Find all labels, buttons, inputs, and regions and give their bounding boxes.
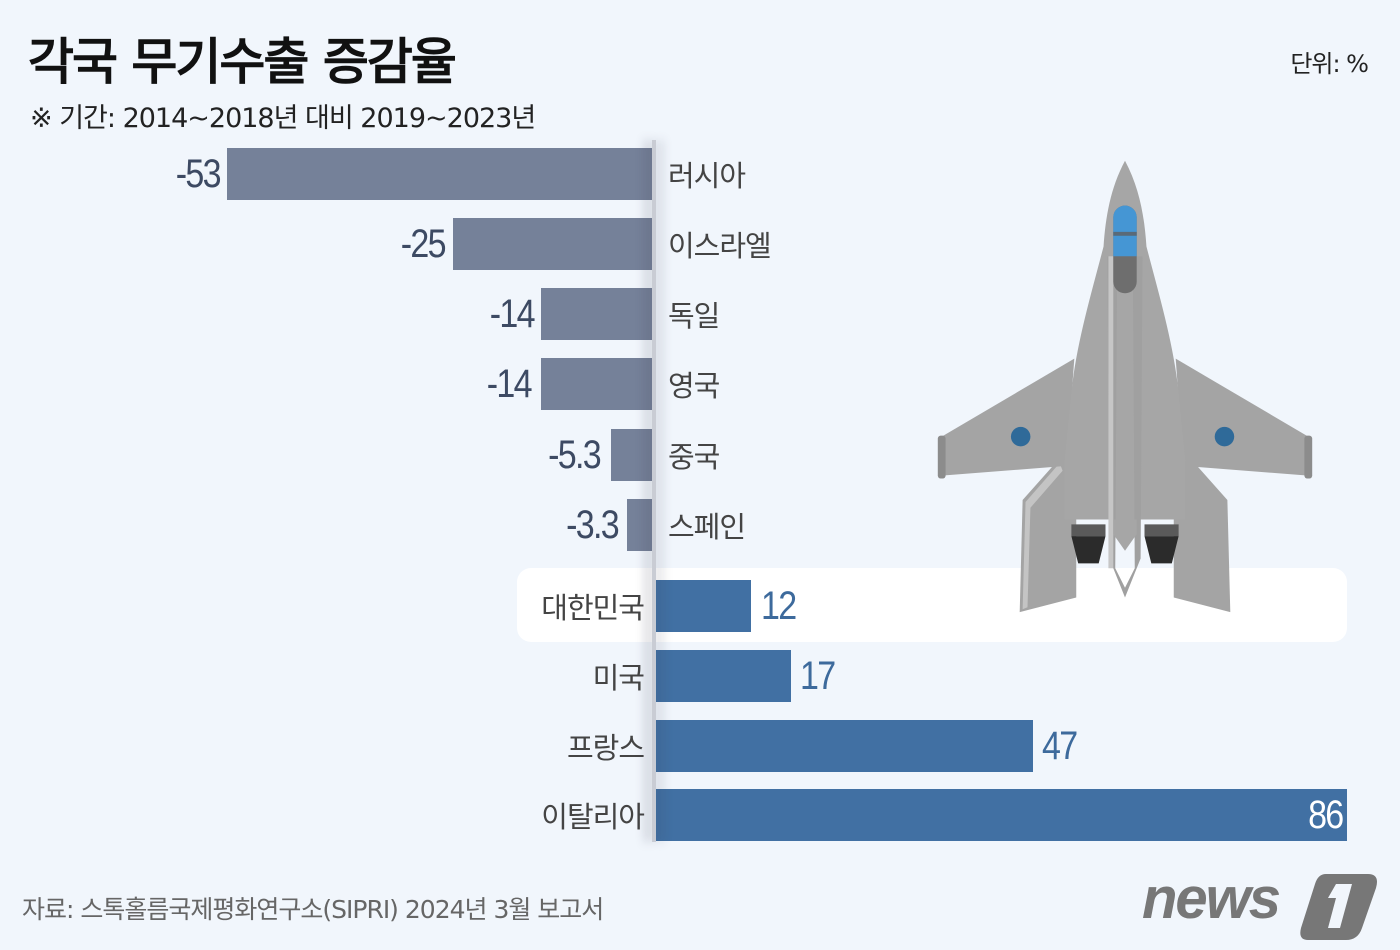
bar-chart: -53 러시아 -25 이스라엘 -14 독일 -14 영국 -5.3 중국 -… <box>0 140 1400 842</box>
zero-axis-line <box>652 140 656 842</box>
bar-row: -53 러시아 <box>0 148 1400 200</box>
bar-row: -25 이스라엘 <box>0 218 1400 270</box>
fighter-jet-icon <box>937 160 1313 613</box>
value-label: -3.3 <box>566 503 619 547</box>
bar-negative <box>627 499 654 551</box>
bar-row: 86 이탈리아 <box>0 789 1400 841</box>
news1-logo-icon: news <box>1142 866 1377 940</box>
unit-label: 단위: % <box>1290 50 1369 78</box>
bar-negative <box>611 429 654 481</box>
country-label: 영국 <box>668 369 720 403</box>
value-label: -14 <box>489 292 536 336</box>
bar-negative <box>541 288 654 340</box>
value-label: 47 <box>1042 724 1078 768</box>
svg-text:news: news <box>1142 866 1280 931</box>
bar-row: 47 프랑스 <box>0 720 1400 772</box>
chart-title: 각국 무기수출 증감율 <box>28 33 457 91</box>
country-label: 프랑스 <box>566 731 645 765</box>
country-label: 이탈리아 <box>541 800 645 834</box>
bar-negative <box>541 358 654 410</box>
bar-row: -14 영국 <box>0 358 1400 410</box>
bar-row-highlighted: 12 대한민국 <box>0 580 1400 632</box>
bar-positive <box>654 650 791 702</box>
country-label: 스페인 <box>668 510 746 544</box>
value-label: -5.3 <box>548 433 601 477</box>
bar-positive <box>654 720 1033 772</box>
value-label: 12 <box>761 584 797 628</box>
source-note: 자료: 스톡홀름국제평화연구소(SIPRI) 2024년 3월 보고서 <box>22 895 604 924</box>
chart-subtitle: ※ 기간: 2014~2018년 대비 2019~2023년 <box>30 103 536 134</box>
country-label: 독일 <box>668 299 720 333</box>
value-label: 86 <box>1307 793 1344 837</box>
country-label: 대한민국 <box>541 591 645 625</box>
value-label: -53 <box>175 152 222 196</box>
value-label: 17 <box>800 654 836 698</box>
value-label: -14 <box>486 362 533 406</box>
value-label: -25 <box>400 222 447 266</box>
bar-row: 17 미국 <box>0 650 1400 702</box>
bar-negative <box>453 218 654 270</box>
bar-negative <box>227 148 654 200</box>
country-label: 이스라엘 <box>668 229 772 263</box>
bar-row: -14 독일 <box>0 288 1400 340</box>
country-label: 중국 <box>668 440 720 474</box>
bar-positive <box>654 580 751 632</box>
bar-row: -5.3 중국 <box>0 429 1400 481</box>
bar-positive <box>654 789 1347 841</box>
country-label: 미국 <box>592 661 645 695</box>
country-label: 러시아 <box>668 159 746 193</box>
bar-row: -3.3 스페인 <box>0 499 1400 551</box>
